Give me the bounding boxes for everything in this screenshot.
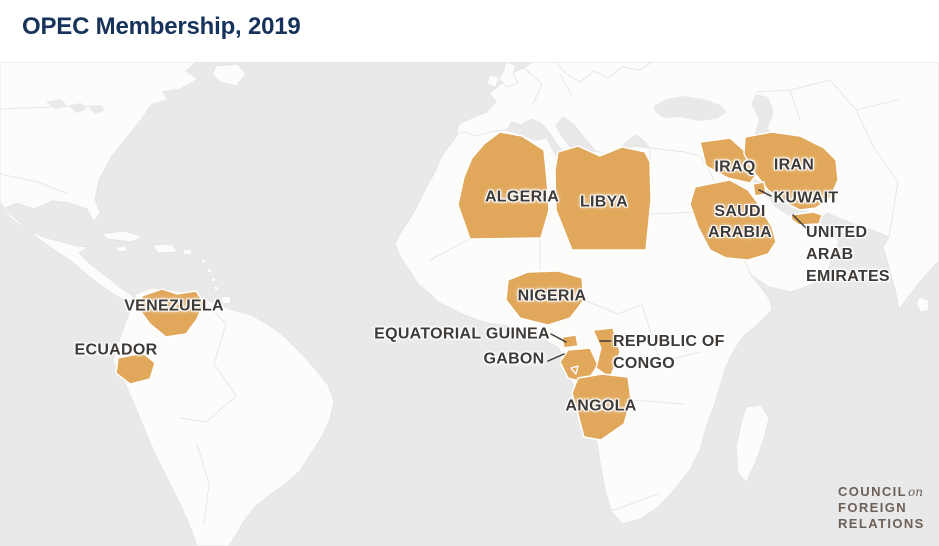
opec-member-countries (115, 131, 839, 441)
landmass-jamaica (115, 245, 128, 253)
landmass-lesser-antilles (200, 258, 232, 305)
cfr-logo-relations: RELATIONS (838, 516, 925, 531)
country-iran (743, 131, 839, 211)
country-algeria (457, 131, 550, 240)
page-title: OPEC Membership, 2019 (22, 13, 301, 40)
landmass-madagascar (735, 404, 770, 484)
leader-line-uae (792, 214, 807, 229)
label-republic-of-congo: REPUBLIC OF CONGO (613, 333, 725, 372)
country-angola (570, 365, 632, 441)
cfr-logo-on: on (908, 485, 923, 499)
leader-line-kuwait (758, 189, 772, 197)
country-equatorial-guinea (561, 334, 579, 349)
landmass-newfoundland (211, 63, 247, 87)
country-venezuela (138, 288, 205, 338)
landmass-sri-lanka (915, 296, 930, 313)
great-lakes (46, 99, 105, 114)
label-equatorial-guinea: EQUATORIAL GUINEA (374, 325, 550, 343)
world-map (0, 62, 939, 546)
country-borders (0, 67, 899, 525)
landmass-ireland (486, 74, 500, 88)
black-sea (654, 96, 727, 121)
landmass-north-america (0, 62, 199, 303)
world-map-svg (0, 62, 939, 546)
landmass-cuba (100, 230, 144, 243)
landmass-hispaniola (151, 243, 178, 254)
leader-line-gabon (547, 353, 565, 362)
label-united-arab-emirates: UNITED ARAB EMIRATES (806, 224, 890, 285)
country-nigeria (505, 270, 585, 326)
country-saudi-arabia (689, 179, 777, 261)
label-algeria: ALGERIA (484, 188, 560, 206)
label-saudi-arabia: SAUDI ARABIA (707, 203, 773, 241)
label-ecuador: ECUADOR (74, 341, 158, 359)
cfr-logo-foreign: FOREIGN (838, 500, 908, 515)
label-kuwait: KUWAIT (773, 189, 839, 207)
label-iraq: IRAQ (714, 158, 756, 176)
label-venezuela: VENEZUELA (124, 297, 224, 315)
landmass-great-britain (498, 62, 519, 88)
country-iraq (699, 137, 758, 184)
country-kuwait (752, 181, 767, 197)
label-libya: LIBYA (579, 193, 629, 211)
country-ecuador (115, 352, 156, 385)
label-leader-lines (547, 189, 807, 362)
label-gabon: GABON (483, 350, 545, 368)
landmass-puerto-rico (182, 248, 193, 256)
landmass-south-america (112, 287, 335, 546)
cfr-logo-council: COUNCIL (838, 484, 908, 499)
label-iran: IRAN (773, 156, 815, 174)
cfr-logo-line-1: COUNCILon (838, 484, 925, 500)
leader-line-equatorial-guinea (550, 333, 567, 343)
landmass-scandinavia (555, 62, 653, 83)
label-nigeria: NIGERIA (517, 287, 587, 305)
label-angola: ANGOLA (565, 397, 637, 415)
country-libya (554, 145, 652, 251)
cfr-logo: COUNCILon FOREIGN RELATIONS (838, 484, 925, 532)
